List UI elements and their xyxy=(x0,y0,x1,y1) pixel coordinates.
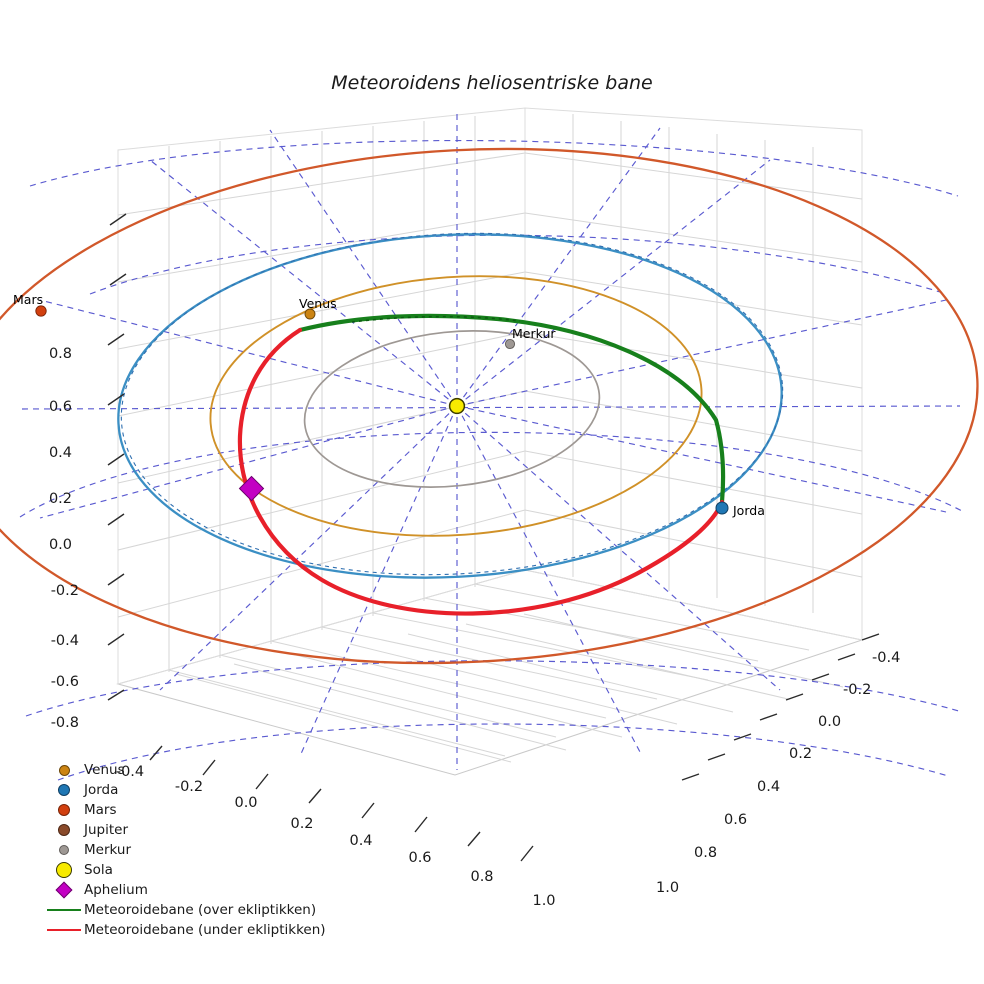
z-tick: 0.6 xyxy=(49,399,72,415)
x-ticks xyxy=(149,745,534,862)
marker-merkur xyxy=(504,338,516,350)
legend-item-sola[interactable]: Sola xyxy=(44,860,326,880)
z-tick: 0.0 xyxy=(49,537,72,553)
label-merkur: Merkur xyxy=(512,326,556,341)
legend-label: Venus xyxy=(84,762,125,778)
y-ticks xyxy=(681,633,880,781)
legend-item-meteoroid-over[interactable]: Meteoroidebane (over ekliptikken) xyxy=(44,900,326,920)
x-tick-labels: -0.4 -0.2 0.0 0.2 0.4 0.6 0.8 1.0 xyxy=(116,764,556,909)
legend-label: Sola xyxy=(84,862,113,878)
legend-item-jupiter[interactable]: Jupiter xyxy=(44,820,326,840)
legend-label: Meteoroidebane (under ekliptikken) xyxy=(84,922,326,938)
orbit-venus xyxy=(209,275,703,537)
legend: Venus Jorda Mars Jupiter Merkur xyxy=(44,760,326,940)
mars-marker-icon xyxy=(44,804,84,816)
y-tick: 1.0 xyxy=(656,880,679,896)
right-wall-grid xyxy=(524,107,863,641)
legend-item-jorda[interactable]: Jorda xyxy=(44,780,326,800)
z-tick: -0.4 xyxy=(51,633,79,649)
orbit-merkur xyxy=(303,330,601,488)
legend-label: Jorda xyxy=(84,782,119,798)
axis-ticks xyxy=(107,213,880,862)
legend-item-venus[interactable]: Venus xyxy=(44,760,326,780)
x-tick: 0.0 xyxy=(234,795,257,811)
legend-label: Jupiter xyxy=(84,822,129,838)
aphelium-marker-icon xyxy=(44,881,84,899)
marker-venus xyxy=(304,308,316,320)
z-ticks xyxy=(107,213,127,701)
legend-item-meteoroid-under[interactable]: Meteoroidebane (under ekliptikken) xyxy=(44,920,326,940)
marker-mars xyxy=(35,305,47,317)
x-tick: -0.2 xyxy=(175,779,203,795)
legend-item-aphelium[interactable]: Aphelium xyxy=(44,880,326,900)
marker-sola xyxy=(448,397,466,415)
legend-label: Merkur xyxy=(84,842,132,858)
venus-marker-icon xyxy=(44,764,84,776)
chart-title: Meteoroidens heliosentriske bane xyxy=(331,72,653,94)
x-tick: 0.4 xyxy=(349,833,372,849)
label-mars: Mars xyxy=(13,292,43,307)
red-line-icon xyxy=(44,928,84,932)
orbit-meteoroid-under-ecliptic xyxy=(237,327,725,616)
z-tick: -0.2 xyxy=(51,583,79,599)
z-tick: -0.8 xyxy=(51,715,79,731)
y-tick: -0.2 xyxy=(843,682,871,698)
axes-panes xyxy=(116,107,864,776)
y-tick-labels: -0.4 -0.2 0.0 0.2 0.4 0.6 0.8 1.0 xyxy=(656,650,900,896)
orbits-group xyxy=(0,147,979,665)
x-tick: -0.4 xyxy=(116,764,144,780)
orbit-jorda xyxy=(117,233,783,579)
orbit-mars xyxy=(0,147,979,665)
ecliptic-reference-lines xyxy=(19,110,965,781)
y-tick: 0.6 xyxy=(724,812,747,828)
legend-label: Aphelium xyxy=(84,882,148,898)
orbit-jorda-shadow xyxy=(120,232,784,576)
x-tick: 0.2 xyxy=(290,816,313,832)
z-tick: -0.6 xyxy=(51,674,79,690)
legend-label: Meteoroidebane (over ekliptikken) xyxy=(84,902,317,918)
legend-item-mars[interactable]: Mars xyxy=(44,800,326,820)
x-tick: 0.8 xyxy=(470,869,493,885)
merkur-marker-icon xyxy=(44,845,84,855)
sola-marker-icon xyxy=(44,862,84,878)
z-tick: 0.2 xyxy=(49,491,72,507)
z-tick: 0.4 xyxy=(49,445,72,461)
legend-item-merkur[interactable]: Merkur xyxy=(44,840,326,860)
green-line-icon xyxy=(44,908,84,912)
y-tick: 0.8 xyxy=(694,845,717,861)
x-tick: 0.6 xyxy=(408,850,431,866)
x-tick: 1.0 xyxy=(532,893,555,909)
y-tick: 0.4 xyxy=(757,779,780,795)
label-venus: Venus xyxy=(299,296,337,311)
label-jorda: Jorda xyxy=(732,503,765,518)
z-tick-labels: 0.8 0.6 0.4 0.2 0.0 -0.2 -0.4 -0.6 -0.8 xyxy=(49,346,79,731)
floor-grid xyxy=(116,569,864,776)
z-tick: 0.8 xyxy=(49,346,72,362)
marker-aphelium xyxy=(238,475,265,502)
jorda-marker-icon xyxy=(44,784,84,796)
y-tick: -0.4 xyxy=(872,650,900,666)
y-tick: 0.2 xyxy=(789,746,812,762)
jupiter-marker-icon xyxy=(44,824,84,836)
y-tick: 0.0 xyxy=(818,714,841,730)
legend-label: Mars xyxy=(84,802,117,818)
marker-jorda xyxy=(715,501,729,515)
body-markers: Mars Venus Merkur Jorda xyxy=(13,292,765,518)
orbit-meteoroid-over-ecliptic xyxy=(297,313,726,505)
